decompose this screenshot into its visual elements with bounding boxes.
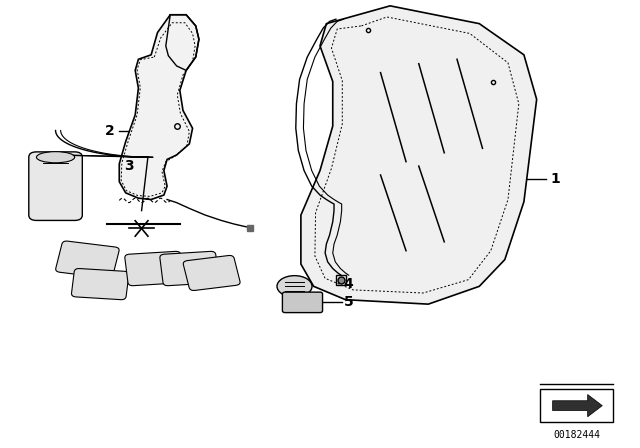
- Polygon shape: [301, 6, 537, 304]
- Text: 4: 4: [344, 277, 353, 291]
- Text: 3: 3: [124, 159, 134, 173]
- FancyBboxPatch shape: [56, 241, 119, 278]
- Ellipse shape: [36, 152, 75, 163]
- Text: 2: 2: [105, 124, 115, 138]
- Ellipse shape: [277, 276, 312, 297]
- Polygon shape: [119, 15, 199, 199]
- FancyBboxPatch shape: [183, 255, 240, 290]
- FancyBboxPatch shape: [282, 292, 323, 313]
- FancyBboxPatch shape: [125, 251, 184, 286]
- FancyBboxPatch shape: [72, 268, 129, 300]
- FancyBboxPatch shape: [160, 251, 219, 286]
- Bar: [540, 389, 613, 422]
- Text: 00182444: 00182444: [553, 430, 600, 440]
- Polygon shape: [552, 395, 602, 417]
- FancyBboxPatch shape: [29, 152, 83, 220]
- Text: 5: 5: [344, 295, 353, 309]
- Text: 1: 1: [550, 172, 561, 186]
